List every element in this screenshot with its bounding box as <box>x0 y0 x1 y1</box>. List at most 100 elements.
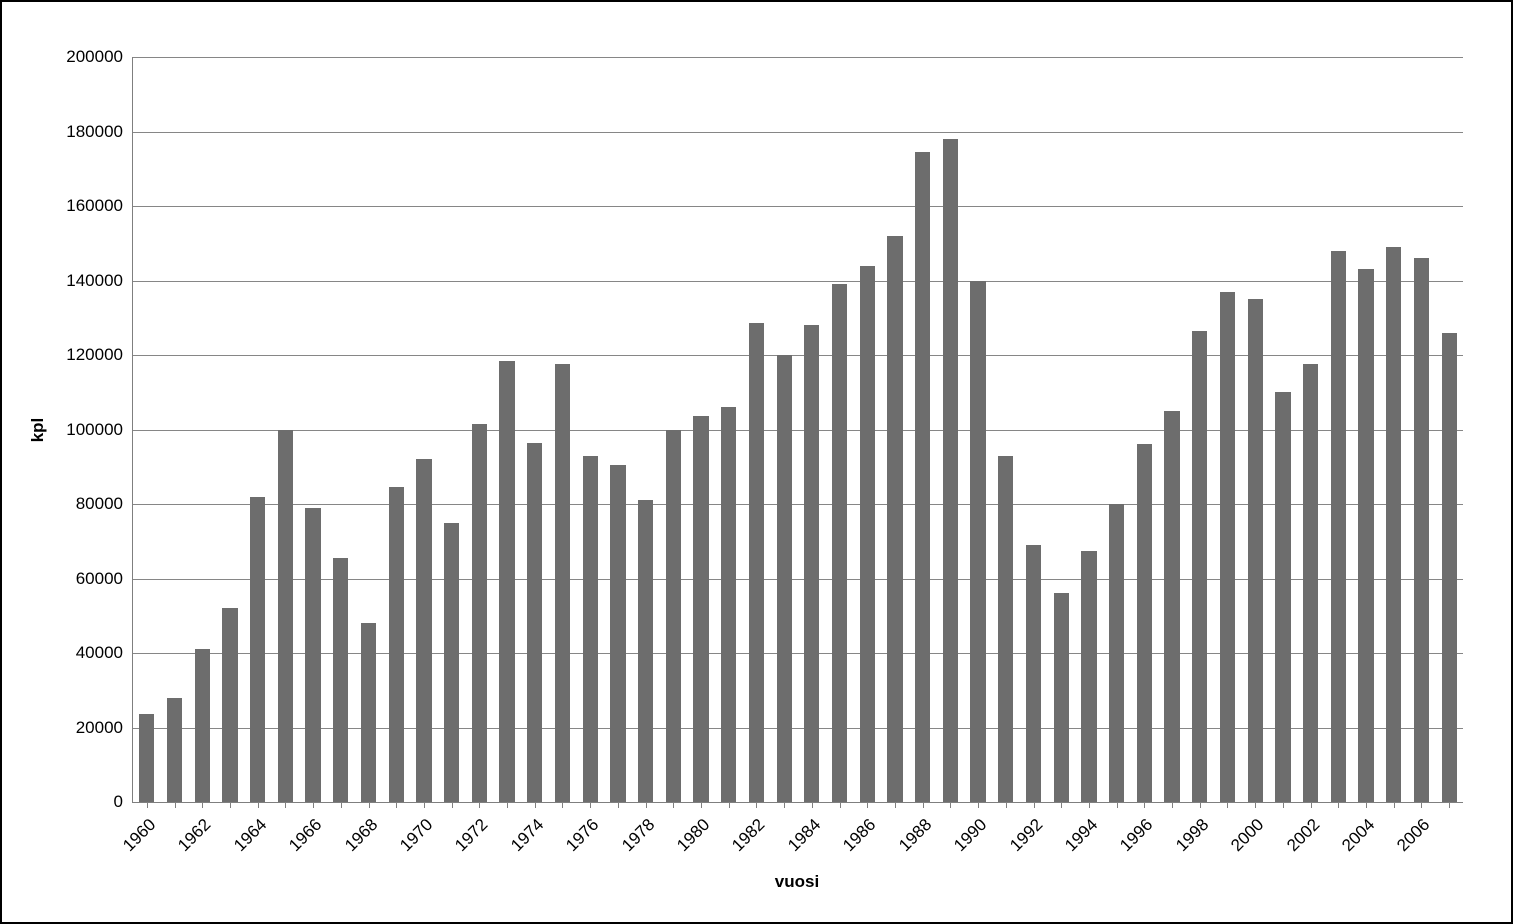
bar <box>943 139 958 802</box>
x-tick-mark <box>895 802 896 808</box>
bar <box>915 152 930 802</box>
x-tick-mark <box>1006 802 1007 808</box>
x-tick-mark <box>1394 802 1395 808</box>
x-tick-mark <box>1117 802 1118 808</box>
x-tick-label: 1976 <box>562 815 603 856</box>
x-tick-mark <box>1366 802 1367 808</box>
x-tick-mark <box>590 802 591 808</box>
x-tick-mark <box>175 802 176 808</box>
bar <box>1081 551 1096 802</box>
x-tick-mark <box>673 802 674 808</box>
gridline <box>133 281 1463 282</box>
bar <box>333 558 348 802</box>
bar <box>250 497 265 802</box>
gridline <box>133 504 1463 505</box>
x-tick-label: 2006 <box>1394 815 1435 856</box>
bar <box>998 456 1013 802</box>
x-tick-mark <box>396 802 397 808</box>
bar <box>638 500 653 802</box>
bar <box>832 284 847 802</box>
plot-area: kpl 020000400006000080000100000120000140… <box>132 57 1463 803</box>
x-tick-label: 1984 <box>784 815 825 856</box>
x-tick-mark <box>1061 802 1062 808</box>
bar <box>1220 292 1235 802</box>
x-tick-mark <box>147 802 148 808</box>
gridline <box>133 132 1463 133</box>
x-tick-mark <box>1311 802 1312 808</box>
bar <box>1275 392 1290 802</box>
x-tick-mark <box>1255 802 1256 808</box>
bar <box>666 430 681 803</box>
x-tick-label: 1998 <box>1172 815 1213 856</box>
x-tick-label: 2004 <box>1338 815 1379 856</box>
gridline <box>133 430 1463 431</box>
x-tick-mark <box>1089 802 1090 808</box>
x-tick-mark <box>1144 802 1145 808</box>
x-tick-mark <box>756 802 757 808</box>
y-tick-label: 140000 <box>66 271 133 291</box>
x-tick-label: 1988 <box>895 815 936 856</box>
y-tick-label: 160000 <box>66 196 133 216</box>
x-tick-label: 1982 <box>729 815 770 856</box>
x-tick-label: 2000 <box>1227 815 1268 856</box>
x-tick-mark <box>1034 802 1035 808</box>
bar <box>444 523 459 802</box>
bar <box>1054 593 1069 802</box>
bar <box>1192 331 1207 802</box>
bar <box>305 508 320 802</box>
x-tick-mark <box>867 802 868 808</box>
x-tick-label: 1974 <box>507 815 548 856</box>
bar <box>860 266 875 802</box>
x-tick-mark <box>1338 802 1339 808</box>
y-tick-label: 200000 <box>66 47 133 67</box>
x-tick-mark <box>562 802 563 808</box>
bar <box>1137 444 1152 802</box>
x-tick-mark <box>1172 802 1173 808</box>
x-tick-label: 1962 <box>174 815 215 856</box>
bar <box>1331 251 1346 802</box>
y-axis-label: kpl <box>28 417 48 442</box>
x-tick-mark <box>507 802 508 808</box>
x-tick-label: 1990 <box>950 815 991 856</box>
gridline <box>133 355 1463 356</box>
x-tick-mark <box>369 802 370 808</box>
y-tick-label: 100000 <box>66 420 133 440</box>
x-tick-label: 1964 <box>230 815 271 856</box>
bar <box>1414 258 1429 802</box>
x-tick-mark <box>1449 802 1450 808</box>
bar <box>416 459 431 802</box>
x-axis-label: vuosi <box>775 872 819 892</box>
x-tick-label: 1994 <box>1061 815 1102 856</box>
y-tick-label: 20000 <box>76 718 133 738</box>
y-tick-label: 60000 <box>76 569 133 589</box>
bar <box>1109 504 1124 802</box>
x-tick-mark <box>424 802 425 808</box>
bar <box>1164 411 1179 802</box>
bar <box>278 430 293 803</box>
x-tick-mark <box>812 802 813 808</box>
x-tick-label: 2002 <box>1283 815 1324 856</box>
x-tick-mark <box>978 802 979 808</box>
x-tick-mark <box>258 802 259 808</box>
bar <box>499 361 514 802</box>
x-tick-mark <box>230 802 231 808</box>
x-tick-mark <box>840 802 841 808</box>
bar <box>749 323 764 802</box>
x-tick-label: 1978 <box>618 815 659 856</box>
bar <box>222 608 237 802</box>
x-tick-mark <box>341 802 342 808</box>
x-tick-label: 1972 <box>452 815 493 856</box>
bar <box>583 456 598 802</box>
x-tick-mark <box>285 802 286 808</box>
bar <box>472 424 487 802</box>
bar <box>361 623 376 802</box>
bar <box>555 364 570 802</box>
x-tick-mark <box>479 802 480 808</box>
bar <box>970 281 985 803</box>
bar <box>1442 333 1457 802</box>
bar <box>139 714 154 802</box>
x-tick-mark <box>1421 802 1422 808</box>
x-tick-mark <box>923 802 924 808</box>
x-tick-mark <box>618 802 619 808</box>
bar <box>887 236 902 802</box>
